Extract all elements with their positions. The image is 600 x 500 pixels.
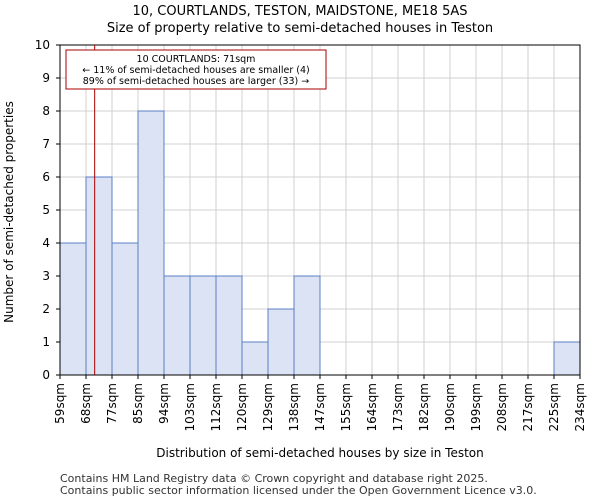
bar-120sqm xyxy=(241,341,269,376)
x-tick-label: 59sqm xyxy=(53,383,67,424)
x-tick-label: 225sqm xyxy=(547,383,561,431)
chart-title: 10, COURTLANDS, TESTON, MAIDSTONE, ME18 … xyxy=(132,4,468,19)
bar-77sqm xyxy=(111,242,139,376)
y-tick-label: 6 xyxy=(42,170,50,184)
y-tick-label: 8 xyxy=(42,104,50,118)
footer-licence: Contains public sector information licen… xyxy=(60,484,537,497)
x-tick-label: 112sqm xyxy=(209,383,223,431)
y-tick-label: 10 xyxy=(35,38,50,52)
y-axis-label: Number of semi-detached properties xyxy=(2,101,16,323)
bar-225sqm xyxy=(553,341,581,376)
x-tick-label: 190sqm xyxy=(443,383,457,431)
footer-copyright: Contains HM Land Registry data © Crown c… xyxy=(60,472,488,485)
x-tick-label: 208sqm xyxy=(495,383,509,431)
chart-subtitle: Size of property relative to semi-detach… xyxy=(106,21,494,36)
x-tick-label: 129sqm xyxy=(261,383,275,431)
x-tick-label: 77sqm xyxy=(105,383,119,424)
annotation-box xyxy=(65,49,327,90)
y-tick-label: 7 xyxy=(42,137,50,151)
x-tick-label: 138sqm xyxy=(287,383,301,431)
annotation-line: 10 COURTLANDS: 71sqm xyxy=(137,54,256,65)
x-tick-label: 199sqm xyxy=(469,383,483,431)
bar-68sqm xyxy=(85,176,113,376)
x-tick-label: 147sqm xyxy=(313,383,327,431)
x-tick-label: 173sqm xyxy=(391,383,405,431)
x-tick-label: 155sqm xyxy=(339,383,353,431)
x-tick-label: 94sqm xyxy=(157,383,171,424)
x-tick-label: 182sqm xyxy=(417,383,431,431)
x-tick-label: 120sqm xyxy=(235,383,249,431)
x-tick-label: 68sqm xyxy=(79,383,93,424)
bar-129sqm xyxy=(267,308,295,376)
bar-85sqm xyxy=(137,110,165,376)
bar-138sqm xyxy=(293,275,321,376)
x-tick-label: 217sqm xyxy=(521,383,535,431)
annotation-line: ← 11% of semi-detached houses are smalle… xyxy=(82,65,310,76)
x-tick-label: 85sqm xyxy=(131,383,145,424)
y-tick-label: 3 xyxy=(42,269,50,283)
y-tick-label: 2 xyxy=(42,302,50,316)
y-tick-label: 4 xyxy=(42,236,50,250)
x-tick-label: 164sqm xyxy=(365,383,379,431)
bar-94sqm xyxy=(163,275,191,376)
y-tick-label: 0 xyxy=(42,368,50,382)
x-tick-label: 234sqm xyxy=(573,383,587,431)
bar-103sqm xyxy=(189,275,217,376)
y-tick-label: 5 xyxy=(42,203,50,217)
x-tick-label: 103sqm xyxy=(183,383,197,431)
bar-112sqm xyxy=(215,275,243,376)
annotation-line: 89% of semi-detached houses are larger (… xyxy=(83,76,310,87)
x-axis-label: Distribution of semi-detached houses by … xyxy=(156,446,483,460)
y-tick-label: 1 xyxy=(42,335,50,349)
y-tick-label: 9 xyxy=(42,71,50,85)
bar-59sqm xyxy=(59,242,87,376)
